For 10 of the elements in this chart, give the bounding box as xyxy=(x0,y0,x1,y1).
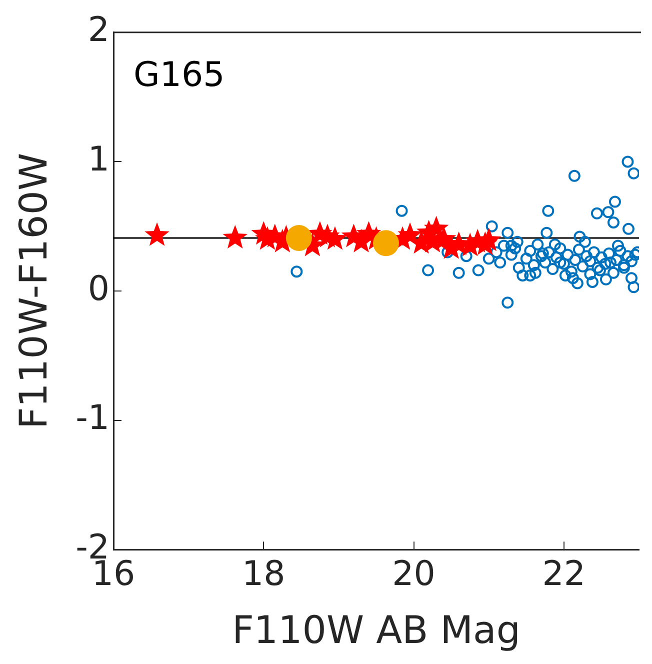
x-tick-label: 18 xyxy=(242,554,286,594)
annotation: G165 xyxy=(134,55,225,96)
y-tick-label: 0 xyxy=(88,268,110,309)
y-tick-label: 2 xyxy=(88,10,110,50)
y-axis-title: F110W-F160W xyxy=(12,152,56,430)
y-tick-label: -1 xyxy=(76,398,110,438)
x-axis-title: F110W AB Mag xyxy=(232,608,520,652)
y-tick-label: 1 xyxy=(88,140,110,180)
x-tick-label: 20 xyxy=(392,554,436,594)
x-tick-label: 22 xyxy=(542,554,586,594)
